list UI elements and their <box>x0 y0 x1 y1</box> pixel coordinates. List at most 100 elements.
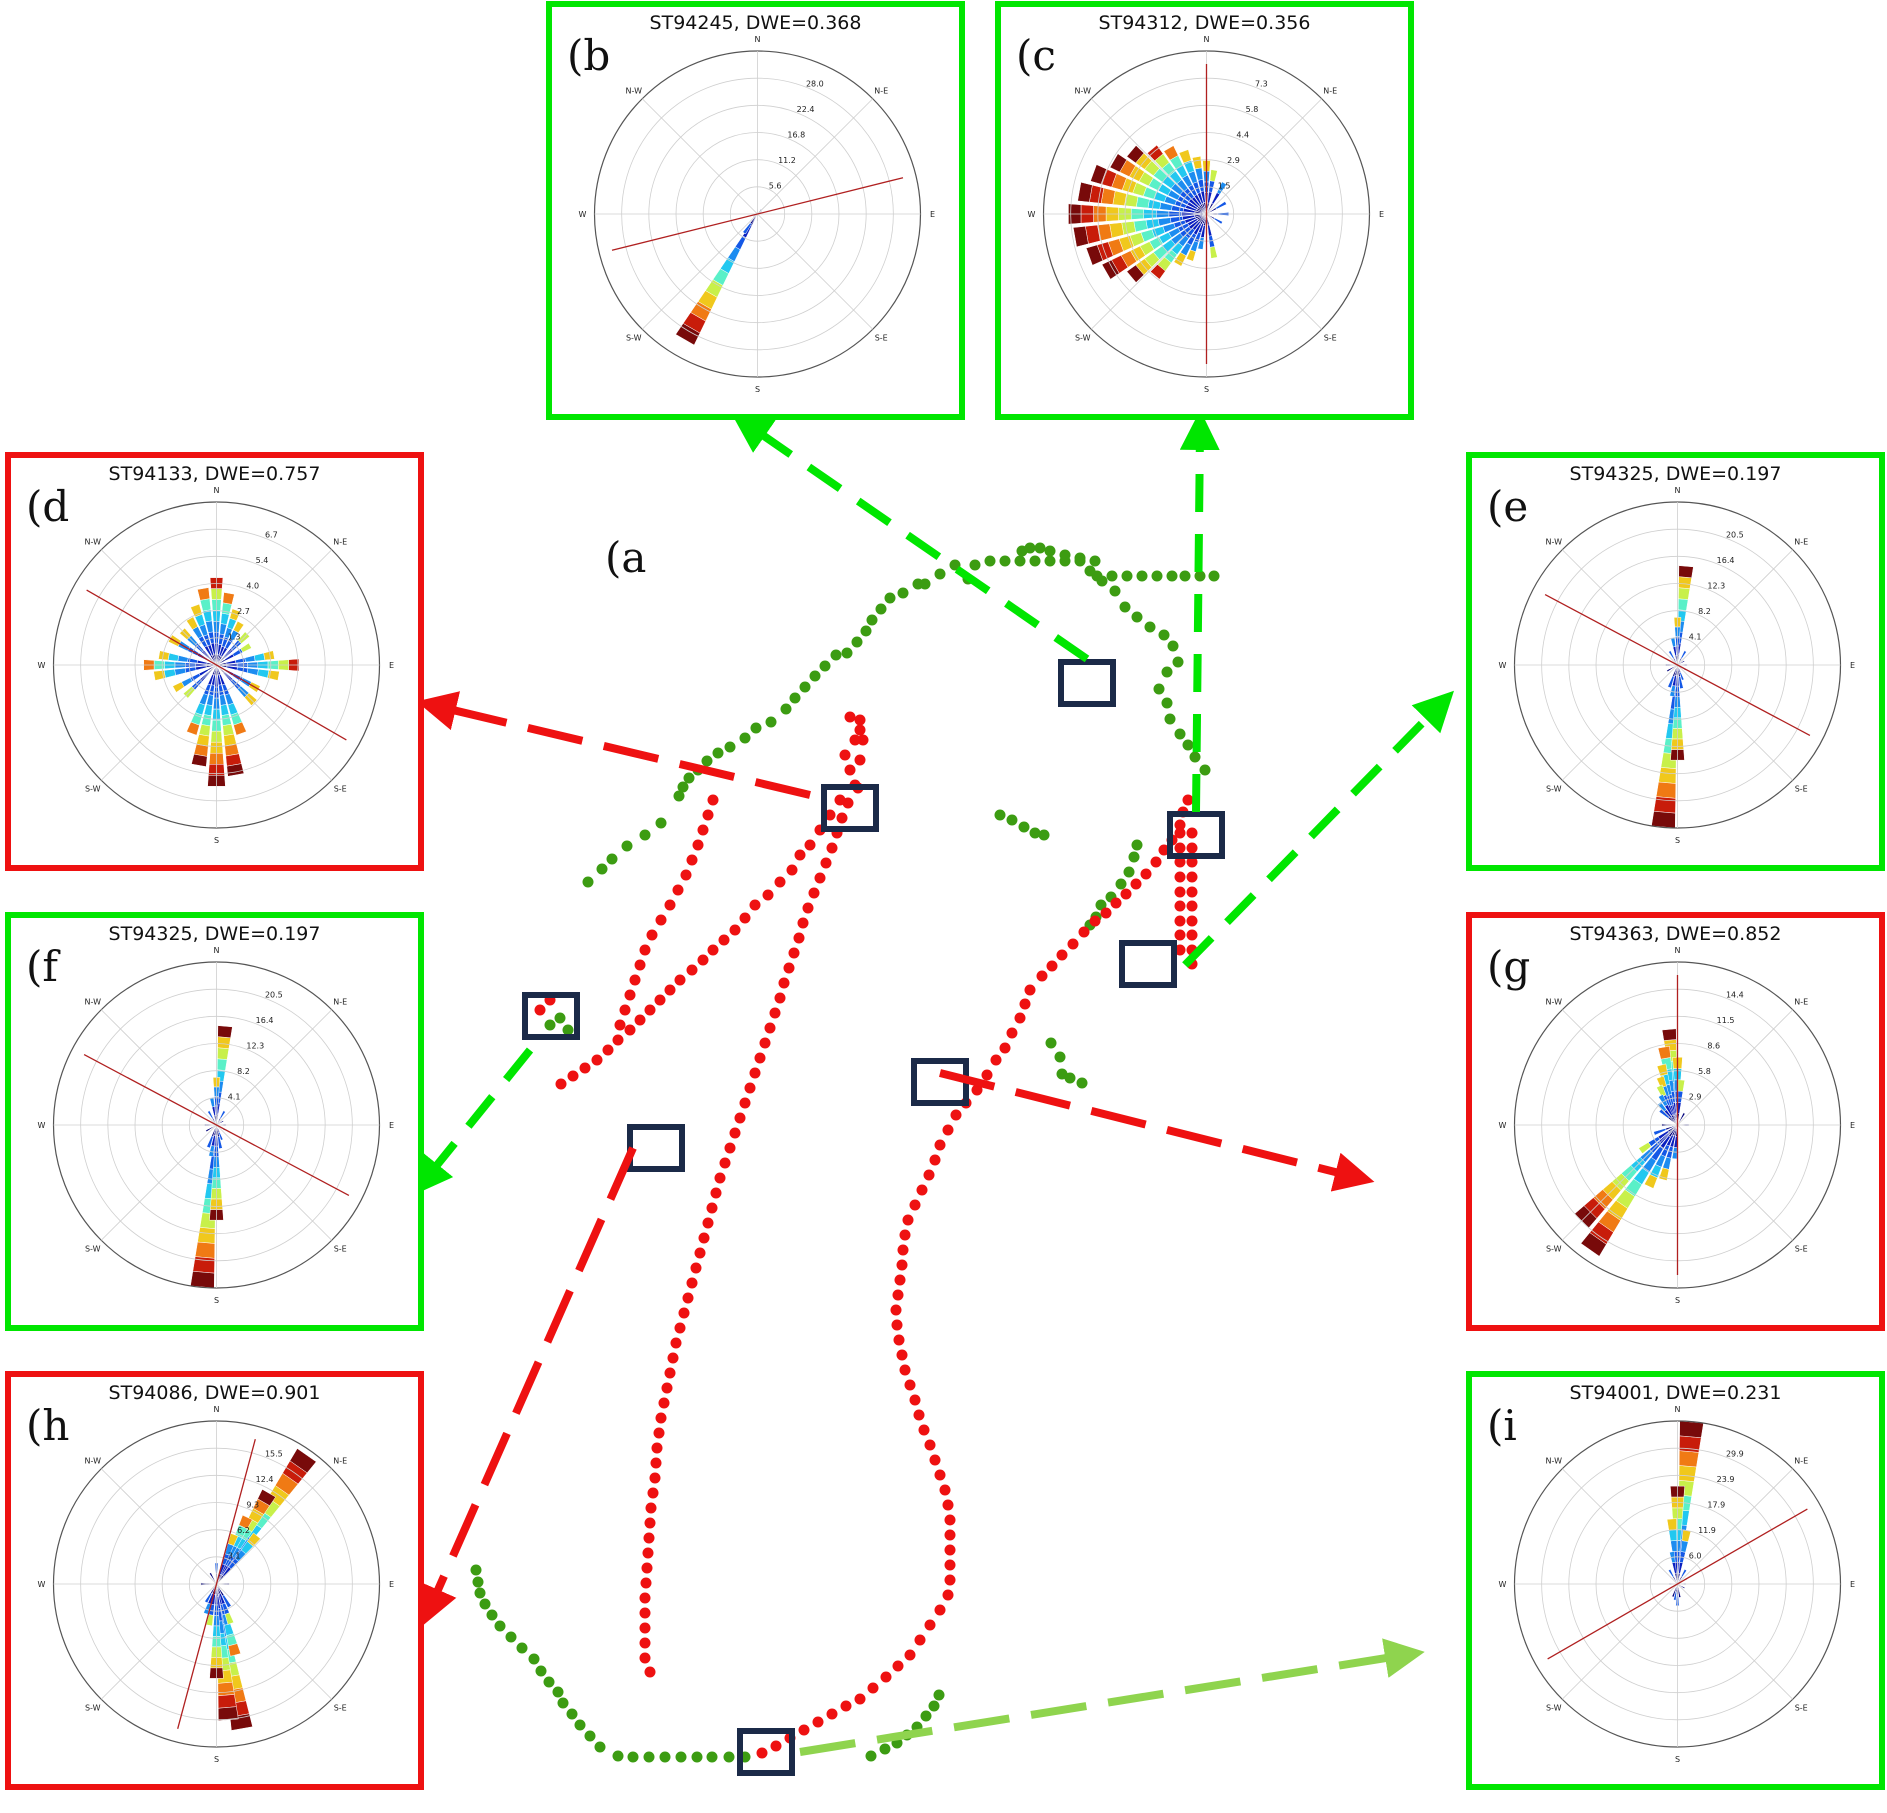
panel-title: ST94001, DWE=0.231 <box>1570 1382 1782 1404</box>
panel-letter: (i <box>1487 1401 1517 1450</box>
tick-label: 3.1 <box>228 1551 241 1560</box>
wind-rose-bar <box>1658 1094 1668 1107</box>
arrow-to-e <box>1182 690 1455 968</box>
wind-rose-bar <box>209 1572 217 1585</box>
compass-label: N <box>214 486 220 495</box>
station-dot-bad <box>783 962 795 974</box>
station-dot-bad <box>934 1604 946 1616</box>
panel-letter: (c <box>1016 31 1056 80</box>
station-dot-bad <box>897 1244 909 1256</box>
station-dot-good <box>1153 683 1165 695</box>
station-dot-bad <box>840 1700 852 1712</box>
station-dot-bad <box>697 954 709 966</box>
wind-rose-bar <box>289 1448 317 1474</box>
wind-rose-bar <box>1671 1583 1678 1598</box>
tick-label: 29.9 <box>1726 1449 1744 1458</box>
wind-rose-bar <box>1163 145 1179 161</box>
compass-label: N <box>1675 1405 1681 1414</box>
station-dot-good <box>557 1697 569 1709</box>
station-dot-bad <box>749 899 761 911</box>
station-dot-bad <box>624 1024 636 1036</box>
tick-label: 11.9 <box>1698 1526 1716 1535</box>
tick-label: 9.3 <box>246 1500 259 1509</box>
panel-d: ST94133, DWE=0.757 (d 1.3 2.7 4.0 5.4 6.7 N N-E E… <box>5 452 424 871</box>
station-dot-bad <box>999 1042 1011 1054</box>
station-dot-good <box>1131 611 1143 623</box>
wind-rose-bar <box>1678 598 1689 611</box>
station-dot-good <box>933 1689 945 1701</box>
tick-label: 5.8 <box>1698 1067 1711 1076</box>
wind-rose-bar <box>1656 1084 1667 1098</box>
station-dot-bad <box>797 917 809 929</box>
station-dot-good <box>677 781 689 793</box>
station-dot-bad <box>1174 871 1186 883</box>
station-dot-bad <box>944 1559 956 1571</box>
tick-label: 11.5 <box>1717 1016 1735 1025</box>
station-dot-good <box>673 790 685 802</box>
tick-label: 4.1 <box>228 1092 241 1101</box>
tick-label: 23.9 <box>1717 1475 1735 1484</box>
station-dot-bad <box>1174 819 1186 831</box>
wind-rose-bar <box>1213 217 1223 225</box>
wind-rose-bar <box>1678 565 1694 579</box>
station-dot-bad <box>697 824 709 836</box>
station-dot-bad <box>1182 794 1194 806</box>
station-dot-bad <box>655 1412 667 1424</box>
grid-radial <box>1561 1583 1678 1700</box>
compass-label: S <box>214 1296 219 1305</box>
wind-rose-bar <box>1666 1518 1677 1531</box>
station-dot-bad <box>923 1169 935 1181</box>
grid-radial <box>757 98 874 215</box>
tick-label: 8.6 <box>1707 1041 1720 1050</box>
station-dot-bad <box>899 1364 911 1376</box>
compass-label: S-W <box>85 1245 101 1254</box>
wind-rose-bar <box>217 1706 239 1721</box>
wind-rose: 3.1 6.2 9.3 12.4 15.5 N N-E E S-E S S-W W N-W <box>38 1405 394 1764</box>
station-dot-bad <box>971 1084 983 1096</box>
panel-frame <box>5 1371 424 1790</box>
station-dot-good <box>1136 570 1148 582</box>
panel-title: ST94363, DWE=0.852 <box>1570 923 1782 945</box>
wind-rose-bar <box>1669 685 1676 697</box>
station-dot-bad <box>658 1397 670 1409</box>
station-dot-bad <box>826 1708 838 1720</box>
station-dot-bad <box>844 764 856 776</box>
station-dot-bad <box>724 1142 736 1154</box>
grid-radial <box>1677 1124 1794 1241</box>
station-dot-bad <box>674 974 686 986</box>
station-dot-bad <box>824 809 836 821</box>
station-dot-good <box>494 1620 506 1632</box>
arrow-to-i <box>799 1638 1425 1756</box>
tick-label: 4.4 <box>1236 130 1249 139</box>
wind-rose-bar <box>190 1271 215 1289</box>
station-dot-bad <box>891 1319 903 1331</box>
station-dot-good <box>724 741 736 753</box>
wind-rose: 2.9 5.8 8.6 11.5 14.4 N N-E E S-E S S-W W N-W <box>1499 946 1855 1305</box>
station-dot-bad <box>944 1574 956 1586</box>
tick-label: 20.5 <box>265 990 283 999</box>
wind-rose-bar <box>1209 169 1218 182</box>
compass-label: E <box>1379 210 1384 219</box>
station-dot-bad <box>739 912 751 924</box>
station-dot-bad <box>762 889 774 901</box>
panel-c: ST94312, DWE=0.356 (c 1.5 2.9 4.4 5.8 7.3 N N-E E… <box>995 1 1414 420</box>
wind-rose-bar <box>228 1643 242 1657</box>
compass-label: N-W <box>85 1456 102 1465</box>
station-dot-bad <box>808 887 820 899</box>
panel-title: ST94312, DWE=0.356 <box>1099 12 1311 34</box>
marker-b <box>1058 659 1116 707</box>
station-dot-good <box>949 559 961 571</box>
wind-rose-bar <box>186 616 199 630</box>
panel-letter: (g <box>1487 942 1530 991</box>
station-dot-bad <box>916 1184 928 1196</box>
grid-radial <box>1677 1009 1794 1126</box>
station-dot-bad <box>1014 1012 1026 1024</box>
station-dot-bad <box>647 1487 659 1499</box>
tick-label: 20.5 <box>1726 530 1744 539</box>
wind-rose-bar <box>1215 201 1227 210</box>
station-dot-bad <box>1174 915 1186 927</box>
wind-rose-bar <box>1216 181 1227 195</box>
wind-rose-bar <box>1666 664 1678 673</box>
station-dot-good <box>479 1598 491 1610</box>
station-dot-bad <box>692 839 704 851</box>
